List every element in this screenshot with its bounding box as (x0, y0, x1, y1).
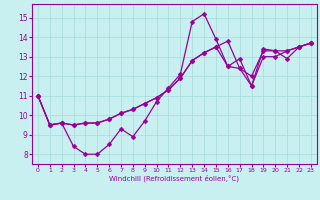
X-axis label: Windchill (Refroidissement éolien,°C): Windchill (Refroidissement éolien,°C) (109, 175, 239, 182)
